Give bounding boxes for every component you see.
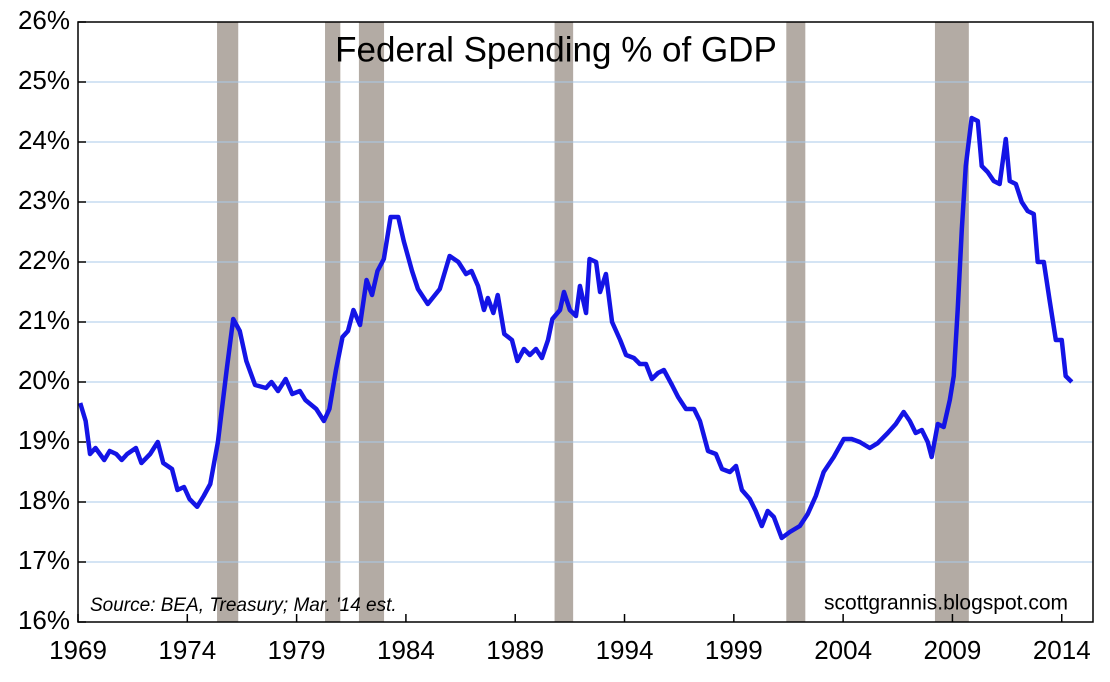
x-tick-label: 1984 — [377, 635, 435, 665]
y-tick-label: 26% — [18, 5, 70, 35]
y-tick-label: 19% — [18, 425, 70, 455]
x-tick-label: 1994 — [596, 635, 654, 665]
x-tick-label: 1989 — [486, 635, 544, 665]
source-note: Source: BEA, Treasury; Mar. '14 est. — [90, 595, 397, 616]
x-tick-label: 2004 — [814, 635, 872, 665]
y-tick-label: 25% — [18, 65, 70, 95]
y-tick-label: 21% — [18, 305, 70, 335]
axis-labels: 16% 17% 18% 19% 20% 21% 22% 23% 24% 25% 26% 1969 197… — [18, 5, 1091, 665]
y-tick-label: 22% — [18, 245, 70, 275]
y-tick-label: 23% — [18, 185, 70, 215]
y-tick-label: 24% — [18, 125, 70, 155]
y-tick-label: 16% — [18, 605, 70, 635]
y-tick-label: 17% — [18, 545, 70, 575]
data-line — [78, 115, 1074, 541]
chart-title: Federal Spending % of GDP — [335, 30, 777, 69]
x-tick-label: 1999 — [705, 635, 763, 665]
x-tick-label: 2009 — [924, 635, 982, 665]
y-tick-label: 18% — [18, 485, 70, 515]
y-tick-label: 20% — [18, 365, 70, 395]
x-tick-label: 1979 — [268, 635, 326, 665]
series — [78, 115, 1074, 541]
x-tick-label: 2014 — [1033, 635, 1091, 665]
plot-frame — [77, 21, 1094, 623]
x-tick-label: 1974 — [158, 635, 216, 665]
credit: scottgrannis.blogspot.com — [824, 592, 1068, 615]
x-tick-label: 1969 — [49, 635, 107, 665]
